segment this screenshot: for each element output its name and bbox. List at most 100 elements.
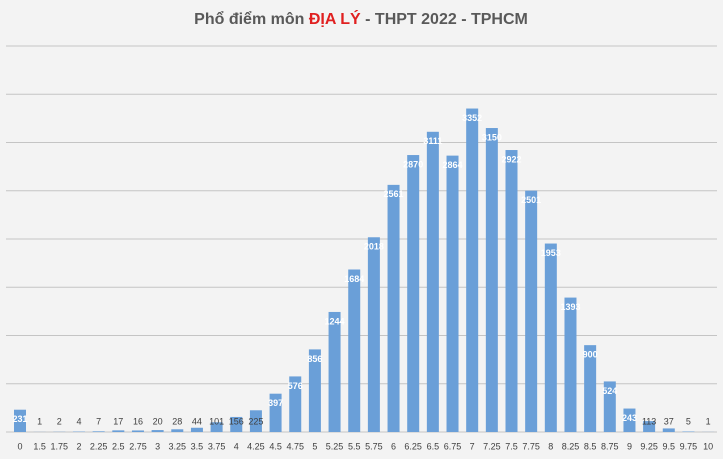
data-label: 4 xyxy=(76,416,81,426)
bar xyxy=(544,243,557,432)
x-tick-label: 8 xyxy=(548,441,553,451)
x-tick-label: 2.25 xyxy=(90,441,108,451)
x-tick-label: 3 xyxy=(155,441,160,451)
data-label: 1953 xyxy=(541,248,561,258)
x-tick-label: 2 xyxy=(76,441,81,451)
bar xyxy=(662,428,675,432)
data-label: 3150 xyxy=(482,132,502,142)
bar xyxy=(92,431,105,432)
bar xyxy=(269,393,282,432)
data-label: 900 xyxy=(583,350,598,360)
data-label: 2864 xyxy=(443,160,463,170)
x-tick-label: 4.25 xyxy=(247,441,265,451)
data-label: 16 xyxy=(133,416,143,426)
data-label: 101 xyxy=(209,416,224,426)
data-label: 17 xyxy=(113,416,123,426)
data-label: 397 xyxy=(268,398,283,408)
bar xyxy=(466,108,479,433)
data-label: 37 xyxy=(664,416,674,426)
data-label: 243 xyxy=(622,413,637,423)
chart-title: Phổ điểm môn ĐỊA LÝ - THPT 2022 - TPHCM xyxy=(194,9,528,28)
bar xyxy=(643,421,656,432)
bar xyxy=(348,269,361,432)
bar xyxy=(407,155,420,433)
x-tick-label: 7 xyxy=(470,441,475,451)
x-tick-label: 10 xyxy=(703,441,713,451)
x-tick-label: 5.75 xyxy=(365,441,383,451)
x-tick-label: 3.25 xyxy=(169,441,187,451)
data-label: 2018 xyxy=(364,242,384,252)
data-label: 2870 xyxy=(403,159,423,169)
data-label: 44 xyxy=(192,416,202,426)
x-tick-label: 2.5 xyxy=(112,441,125,451)
bar xyxy=(14,409,26,432)
bar xyxy=(584,345,597,432)
data-label: 113 xyxy=(642,416,656,426)
x-tick-label: 5.5 xyxy=(348,441,361,451)
bar xyxy=(426,131,439,432)
data-label: 2561 xyxy=(384,189,404,199)
data-label: 3111 xyxy=(423,136,442,146)
x-tick-label: 1.5 xyxy=(33,441,46,451)
bar xyxy=(367,237,380,432)
bar xyxy=(131,430,144,432)
bar xyxy=(171,429,184,432)
data-label: 3352 xyxy=(462,113,482,123)
data-label: 20 xyxy=(153,416,163,426)
data-label: 7 xyxy=(96,416,101,426)
bar xyxy=(112,430,125,432)
bar xyxy=(289,376,302,432)
x-tick-label: 6.75 xyxy=(444,441,462,451)
x-tick-label: 8.5 xyxy=(584,441,597,451)
data-label: 28 xyxy=(172,416,182,426)
x-tick-label: 6.25 xyxy=(404,441,422,451)
x-tick-label: 1.75 xyxy=(51,441,69,451)
data-label: 2 xyxy=(57,416,62,426)
data-label: 2501 xyxy=(521,195,541,205)
x-tick-label: 7.5 xyxy=(505,441,518,451)
x-tick-label: 7.25 xyxy=(483,441,501,451)
bar xyxy=(525,190,538,432)
x-tick-label: 5.25 xyxy=(326,441,344,451)
x-tick-label: 6 xyxy=(391,441,396,451)
x-tick-label: 2.75 xyxy=(129,441,147,451)
x-tick-label: 9 xyxy=(627,441,632,451)
x-tick-label: 7.75 xyxy=(522,441,540,451)
data-label: 225 xyxy=(248,416,263,426)
bar xyxy=(308,349,321,432)
title-part: - THPT 2022 - TPHCM xyxy=(365,11,528,28)
bar xyxy=(485,128,498,432)
data-label: 1 xyxy=(706,416,711,426)
bar xyxy=(623,408,636,432)
bar xyxy=(603,381,616,432)
x-tick-label: 3.75 xyxy=(208,441,226,451)
x-tick-label: 3.5 xyxy=(191,441,204,451)
data-label: 2922 xyxy=(501,154,521,164)
x-tick-label: 0 xyxy=(17,441,22,451)
data-label: 576 xyxy=(288,381,303,391)
title-part: Phổ điểm môn xyxy=(194,10,304,28)
x-tick-label: 4.5 xyxy=(269,441,282,451)
bar xyxy=(249,410,262,432)
x-tick-label: 9.75 xyxy=(680,441,698,451)
x-tick-label: 6.5 xyxy=(427,441,440,451)
x-tick-label: 8.25 xyxy=(562,441,580,451)
bar xyxy=(387,184,400,432)
bar xyxy=(151,430,164,432)
data-label: 856 xyxy=(307,354,322,364)
data-label: 156 xyxy=(229,416,244,426)
x-tick-label: 9.5 xyxy=(663,441,676,451)
bar xyxy=(328,311,341,432)
x-tick-label: 4 xyxy=(234,441,239,451)
bar xyxy=(230,416,243,432)
data-label: 524 xyxy=(602,386,617,396)
data-label: 1244 xyxy=(325,316,345,326)
bar xyxy=(564,297,577,432)
x-tick-label: 4.75 xyxy=(286,441,304,451)
data-label: 5 xyxy=(686,416,691,426)
data-label: 1393 xyxy=(560,302,580,312)
bar xyxy=(505,150,518,433)
data-label: 1684 xyxy=(344,274,364,284)
